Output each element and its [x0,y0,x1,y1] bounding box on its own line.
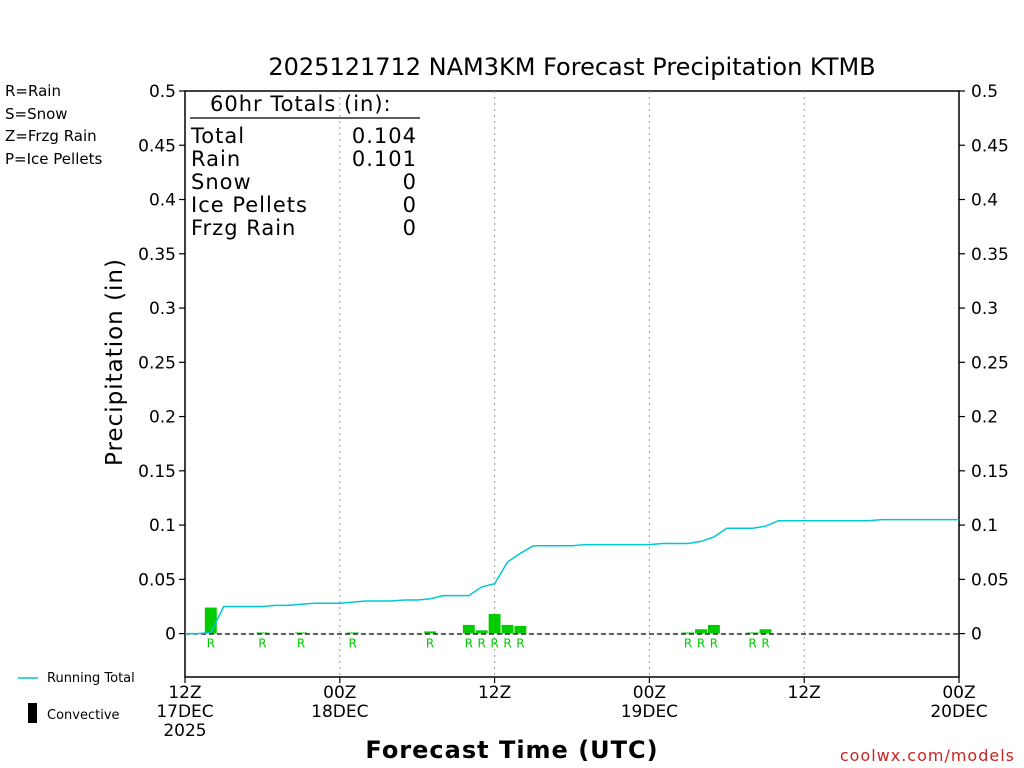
totals-row-label: Snow [191,170,252,194]
precip-bar [488,614,501,634]
y-axis-label: Precipitation (in) [102,258,128,466]
precip-bar [707,624,720,634]
ptype-marker: R [258,637,266,651]
y-tick-label-right: 0.4 [971,191,998,211]
totals-rows: Total 0.104 Rain 0.101 Snow 0 Ice Pellets 0 Frzg… [190,124,417,240]
y-tick-label-right: 0.45 [971,136,1009,156]
precip-bar [759,629,772,634]
ptype-marker: R [207,637,215,651]
ptype-marker: R [684,637,692,651]
legend-snow: S=Snow [5,105,68,123]
y-tick-label-left: 0.45 [138,136,176,156]
y-tick-label-left: 0.2 [149,408,176,428]
x-tick-label: 12Z [478,683,511,703]
y-tick-label-left: 0.1 [149,516,176,536]
running-total-line [185,518,959,635]
ptype-marker: R [426,637,434,651]
convective-legend-label: Convective [47,708,120,723]
precip-bar [514,625,527,634]
y-tick-label-right: 0.25 [971,353,1009,373]
totals-row-label: Total [190,124,245,148]
y-tick-label-left: 0.15 [138,462,176,482]
x-tick-label: 20DEC [930,702,987,722]
x-tick-label: 12Z [788,683,821,703]
precip-bars [204,607,772,634]
precip-bar [746,632,759,634]
vertical-gridlines [339,91,805,677]
precip-bar [424,631,437,634]
type-legend: R=Rain S=Snow Z=Frzg Rain P=Ice Pellets [5,82,102,168]
y-tick-label-left: 0.4 [149,191,176,211]
plot-frame [184,90,960,678]
y-tick-label-left: 0.5 [149,82,176,102]
precip-bar [462,624,475,634]
totals-row-label: Ice Pellets [191,193,308,217]
ptype-marker: R [761,637,769,651]
y-tick-label-left: 0.05 [138,570,176,590]
y-tick-label-left: 0.3 [149,299,176,319]
legend-rain: R=Rain [5,82,61,100]
precip-bar [682,632,695,634]
ptype-marker: R [490,637,498,651]
precip-bar [695,629,707,634]
totals-row-value: 0.101 [352,147,417,171]
legend-ice-pellets: P=Ice Pellets [5,150,102,168]
y-tick-label-left: 0 [165,625,176,645]
y-tick-label-right: 0 [971,625,982,645]
y-tick-label-right: 0.1 [971,516,998,536]
totals-box: 60hr Totals (in): Total 0.104 Rain 0.101 Sno… [190,92,420,240]
ptype-marker: R [465,637,473,651]
totals-row-label: Rain [191,147,241,171]
ptype-marker: R [297,637,305,651]
running-total-legend-label: Running Total [47,671,135,686]
totals-row-label: Frzg Rain [191,216,296,240]
x-tick-label: 18DEC [311,702,368,722]
y-tick-label-left: 0.25 [138,353,176,373]
credit-text: coolwx.com/models [840,746,1015,765]
totals-row-value: 0 [403,193,417,217]
y-tick-label-right: 0.5 [971,82,998,102]
ptype-marker: R [748,637,756,651]
ptype-marker: R [503,637,511,651]
bottom-legend: Running Total Convective [18,671,135,723]
y-tick-label-right: 0.2 [971,408,998,428]
y-tick-label-left: 0.35 [138,245,176,265]
totals-row-value: 0.104 [352,124,417,148]
precip-bar [256,632,269,634]
ptype-marker: R [516,637,524,651]
precip-bar [501,624,514,634]
totals-header: 60hr Totals (in): [210,92,392,116]
precip-bar [204,607,217,634]
x-tick-label: 00Z [942,683,975,703]
y-tick-label-right: 0.15 [971,462,1009,482]
y-tick-label-right: 0.05 [971,570,1009,590]
precip-bar [346,632,359,634]
ptype-marker: R [478,637,486,651]
y-axis-right: 0 0.05 0.1 0.15 0.2 0.25 0.3 0.35 0.4 0.45 0.5 [959,82,1009,645]
totals-row-value: 0 [403,170,417,194]
precip-bar [475,630,488,634]
legend-frzg-rain: Z=Frzg Rain [5,127,97,145]
x-tick-label: 00Z [323,683,356,703]
chart-title: 2025121712 NAM3KM Forecast Precipitation… [268,53,875,81]
precip-bar [295,632,308,634]
y-axis-left: 0 0.05 0.1 0.15 0.2 0.25 0.3 0.35 0.4 0.45 0.5 [138,82,185,645]
ptype-marker: R [697,637,705,651]
x-tick-label: 00Z [633,683,666,703]
x-tick-label: 17DEC [156,702,213,722]
x-tick-label: 12Z [168,683,201,703]
ptype-marker: R [710,637,718,651]
y-tick-label-right: 0.3 [971,299,998,319]
y-tick-label-right: 0.35 [971,245,1009,265]
convective-legend-swatch [28,703,37,723]
x-tick-label: 2025 [163,721,206,741]
ptype-marker: R [349,637,357,651]
totals-row-value: 0 [403,216,417,240]
x-tick-label: 19DEC [621,702,678,722]
x-axis-label: Forecast Time (UTC) [365,736,658,764]
